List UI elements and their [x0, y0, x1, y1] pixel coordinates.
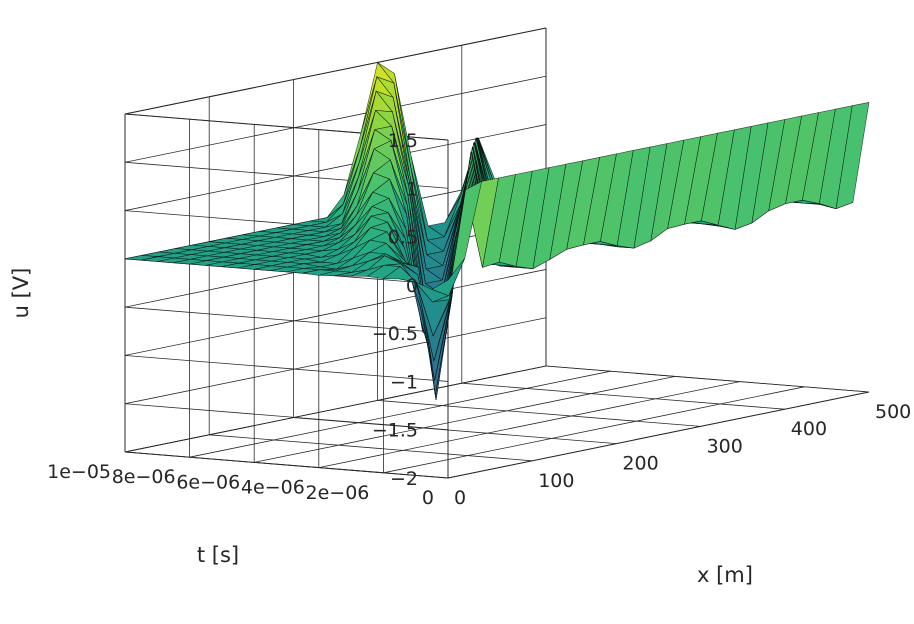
- z-tick-label: 0: [406, 275, 418, 297]
- y-tick-label: 6e−06: [176, 471, 240, 493]
- grid-line: [124, 269, 547, 356]
- x-axis-label: x [m]: [697, 563, 753, 587]
- grid-line: [124, 451, 449, 479]
- tick-labels: −2 −1.5 −1 −0.5 0 0.5 1 1.5 0 2e−064e−066e−068e−0…: [47, 130, 911, 509]
- grid-line: [318, 381, 740, 468]
- x-tick-label: 0: [454, 487, 466, 509]
- grid-line: [377, 400, 701, 427]
- grid-line: [124, 306, 449, 334]
- grid-line: [209, 434, 533, 462]
- y-axis-label: t [s]: [197, 543, 239, 567]
- x-tick-label: 400: [791, 418, 827, 440]
- grid-line: [461, 382, 785, 410]
- y-tick-label: 2e−06: [306, 482, 370, 504]
- z-axis-label: u [V]: [9, 268, 33, 319]
- z-tick-label: 1: [406, 178, 418, 200]
- y-tick-label: 8e−06: [112, 466, 176, 488]
- z-tick-label: 0.5: [388, 227, 418, 249]
- surface-mesh: [124, 61, 870, 401]
- grid-line: [447, 391, 870, 479]
- grid-line: [254, 376, 676, 463]
- axes-box: [124, 27, 870, 479]
- z-tick-label: −1.5: [372, 420, 418, 442]
- z-tick-label: −2: [390, 468, 418, 490]
- y-tick-label: 0: [422, 487, 434, 509]
- grid-line: [383, 386, 805, 474]
- x-tick-label: 500: [875, 401, 911, 423]
- grid-line: [545, 365, 870, 393]
- z-tick-label: −0.5: [372, 323, 418, 345]
- x-tick-label: 100: [538, 470, 574, 492]
- x-tick-label: 300: [707, 435, 743, 457]
- grid-line: [124, 75, 547, 163]
- grid-line: [124, 403, 449, 431]
- grid-line: [124, 365, 547, 453]
- surface-patch: [431, 258, 466, 296]
- y-tick-label: 1e−05: [47, 461, 111, 483]
- z-tick-label: 1.5: [388, 130, 418, 152]
- grid-line: [124, 27, 547, 115]
- z-tick-label: −1: [390, 371, 418, 393]
- grid-line: [189, 370, 611, 458]
- y-tick-label: 4e−06: [241, 477, 305, 499]
- grid-line: [124, 317, 547, 405]
- grid-line: [124, 355, 449, 382]
- x-tick-label: 200: [622, 453, 658, 475]
